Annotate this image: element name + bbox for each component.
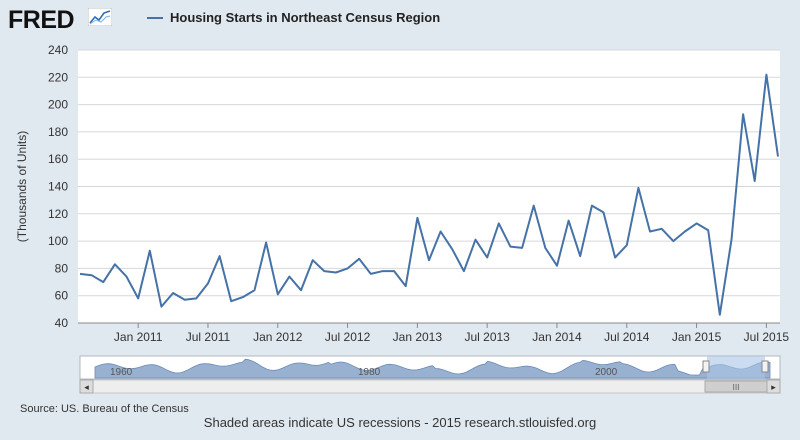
x-tick-label: Jan 2015 (672, 330, 722, 344)
line-graph-icon (88, 8, 112, 26)
navigator-handle-left[interactable] (702, 360, 710, 373)
series-line[interactable] (79, 73, 779, 316)
y-tick-label: 40 (55, 316, 69, 330)
navigator-selection[interactable] (707, 356, 765, 379)
y-tick-label: 200 (48, 98, 68, 112)
x-tick-label: Jul 2013 (464, 330, 510, 344)
y-tick-label: 60 (55, 289, 69, 303)
y-tick-label: 240 (48, 43, 68, 57)
y-tick-label: 160 (48, 152, 68, 166)
navigator-label: 2000 (595, 367, 618, 378)
y-tick-label: 140 (48, 180, 68, 194)
x-tick-label: Jan 2013 (393, 330, 443, 344)
arrow-right-icon: ▸ (771, 383, 776, 393)
y-tick-label: 220 (48, 70, 68, 84)
fred-logo: FRED (8, 6, 75, 34)
x-tick-label: Jul 2014 (604, 330, 650, 344)
y-axis-title: (Thousands of Units) (15, 131, 29, 242)
x-tick-label: Jul 2015 (744, 330, 790, 344)
scrollbar-track[interactable] (79, 379, 781, 394)
y-tick-label: 80 (55, 261, 69, 275)
x-tick-label: Jan 2014 (532, 330, 582, 344)
x-tick-label: Jul 2011 (186, 330, 231, 344)
arrow-left-icon: ◂ (84, 383, 89, 393)
x-tick-label: Jan 2011 (114, 330, 163, 344)
recession-note: Shaded areas indicate US recessions - 20… (203, 415, 597, 430)
y-tick-label: 100 (48, 234, 68, 248)
scroll-right-button[interactable] (766, 379, 781, 394)
navigator-series (94, 358, 771, 379)
chart-legend[interactable]: Housing Starts in Northeast Census Regio… (147, 10, 440, 25)
x-tick-label: Jan 2012 (253, 330, 303, 344)
navigator-label: 1960 (110, 367, 133, 378)
legend-label: Housing Starts in Northeast Census Regio… (170, 10, 441, 25)
y-tick-label: 180 (48, 125, 68, 139)
navigator-handle-right[interactable] (761, 360, 769, 373)
scroll-grip-icon: III (732, 383, 739, 392)
scroll-left-button[interactable] (79, 379, 94, 394)
navigator-label: 1980 (358, 367, 381, 378)
legend-swatch (147, 16, 163, 19)
source-note: Source: US. Bureau of the Census (20, 403, 189, 415)
x-tick-label: Jul 2012 (325, 330, 371, 344)
y-tick-label: 120 (48, 207, 68, 221)
